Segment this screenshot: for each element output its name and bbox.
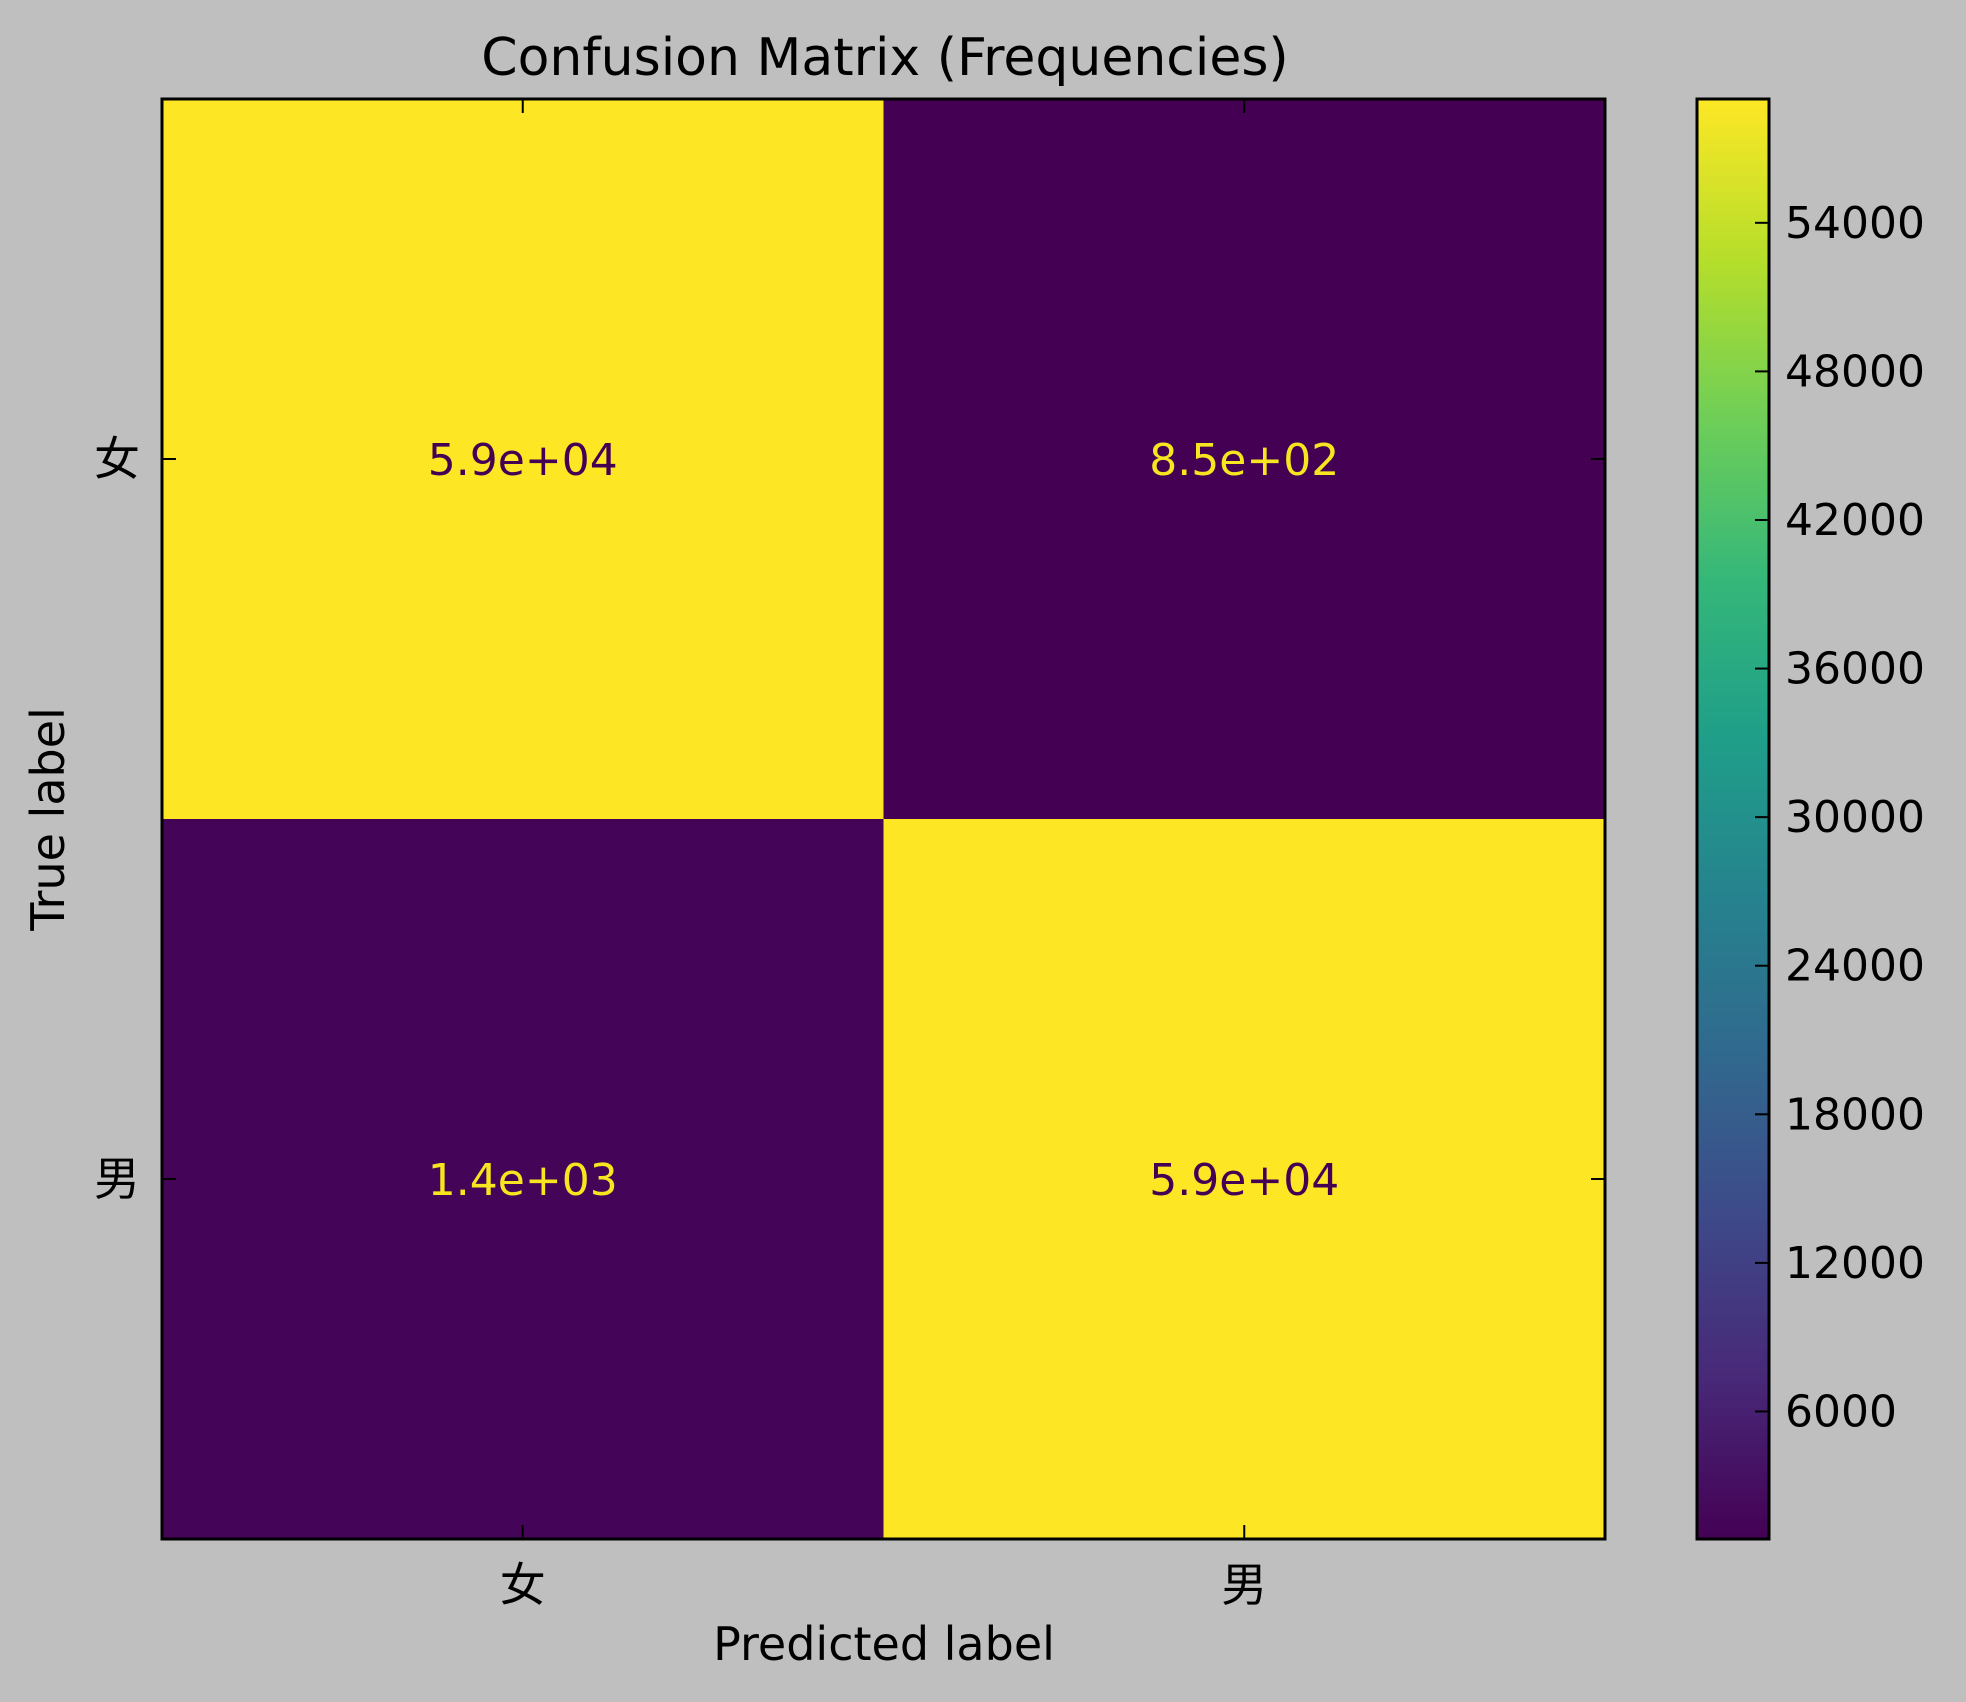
heatmap-cell-1-1 xyxy=(883,819,1605,1539)
x-tick-label: 女 xyxy=(500,1558,546,1612)
cell-value-label-1-1: 5.9e+04 xyxy=(1149,1155,1339,1206)
y-axis-ticks: 女男 xyxy=(94,432,1605,1206)
cell-value-label-0-0: 5.9e+04 xyxy=(428,435,618,486)
colorbar-tick-label: 12000 xyxy=(1785,1238,1925,1289)
heatmap-cell-0-0 xyxy=(162,99,884,819)
colorbar-ticks: 6000 12000 18000 24000 30000 36000 42000 48000 5… xyxy=(1755,198,1925,1437)
colorbar-tick-label: 48000 xyxy=(1785,346,1925,397)
cell-value-label-0-1: 8.5e+02 xyxy=(1149,435,1339,486)
y-tick-label: 女 xyxy=(94,432,140,486)
y-axis-label: True label xyxy=(21,707,75,932)
x-tick-label: 男 xyxy=(1221,1558,1267,1612)
x-axis-ticks: 女男 xyxy=(500,99,1267,1612)
heatmap-cell-1-0 xyxy=(162,819,884,1539)
cell-value-label-1-0: 1.4e+03 xyxy=(428,1155,618,1206)
x-axis-label: Predicted label xyxy=(713,1617,1055,1671)
colorbar-tick-label: 30000 xyxy=(1785,792,1925,843)
colorbar-tick-label: 42000 xyxy=(1785,495,1925,546)
y-tick-label: 男 xyxy=(94,1152,140,1206)
colorbar-tick-label: 36000 xyxy=(1785,644,1925,695)
colorbar-tick-label: 54000 xyxy=(1785,198,1925,249)
colorbar-tick-label: 24000 xyxy=(1785,941,1925,992)
chart-title: Confusion Matrix (Frequencies) xyxy=(481,28,1288,88)
colorbar xyxy=(1695,97,1771,1541)
heatmap-cells: 5.9e+04 8.5e+02 1.4e+03 5.9e+04 xyxy=(162,99,1605,1539)
colorbar-tick-label: 6000 xyxy=(1785,1386,1897,1437)
colorbar-tick-label: 18000 xyxy=(1785,1089,1925,1140)
heatmap-cell-0-1 xyxy=(883,99,1605,819)
axes-frame xyxy=(160,97,1607,1541)
